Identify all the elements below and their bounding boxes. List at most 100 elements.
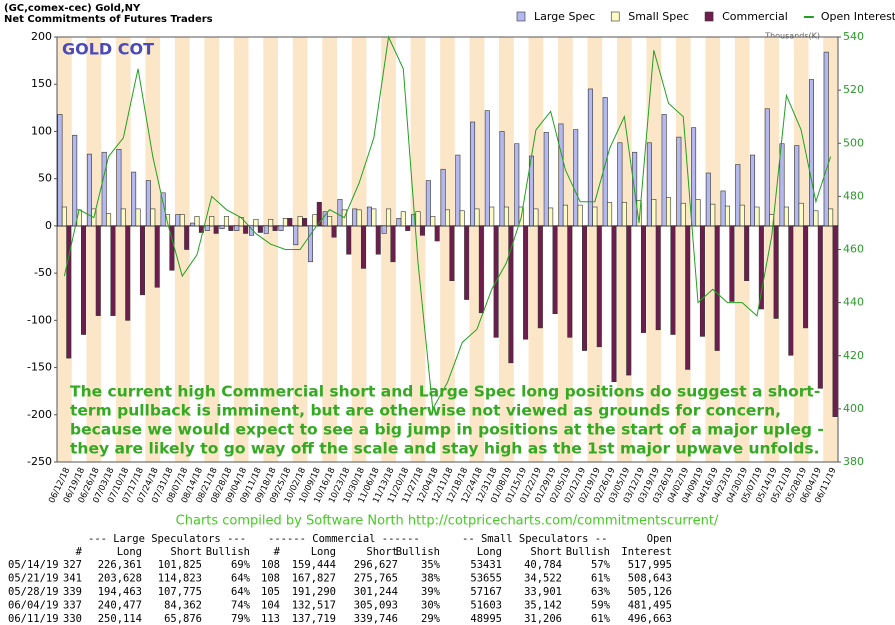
bar — [375, 225, 381, 255]
bar — [670, 225, 676, 335]
bar — [287, 218, 293, 227]
bar — [729, 225, 735, 302]
y2-tick-label: 380 — [843, 455, 864, 468]
bar — [282, 218, 288, 227]
table-cell: 108 — [261, 559, 280, 571]
table-cell: 339 — [63, 586, 82, 598]
table-cell: 06/04/19 — [8, 600, 59, 612]
bar — [636, 200, 642, 227]
bar — [360, 225, 367, 269]
bar — [661, 114, 667, 227]
bar — [548, 207, 554, 227]
stripe — [351, 37, 367, 462]
footer: Charts compiled by Software North http:/… — [176, 514, 719, 529]
stripe — [440, 37, 455, 462]
bar — [607, 201, 613, 227]
bar — [160, 192, 166, 227]
bar — [754, 206, 760, 227]
table-cell: 59% — [591, 600, 611, 612]
bar — [316, 201, 322, 227]
bar — [617, 142, 623, 227]
stripe — [263, 37, 279, 462]
table-cell: 105 — [261, 586, 280, 598]
y-tick-label: -250 — [27, 455, 52, 468]
y-tick-label: -150 — [27, 361, 52, 374]
bar — [676, 136, 682, 227]
bar — [116, 149, 122, 227]
stripe — [145, 37, 161, 462]
table-cell: 05/21/19 — [8, 573, 59, 585]
table-cell: 61% — [591, 573, 611, 585]
bar — [165, 214, 171, 227]
bar — [695, 199, 701, 227]
table-cell: 327 — [63, 559, 82, 571]
bar — [425, 180, 431, 227]
bar — [405, 225, 411, 231]
bar — [779, 143, 785, 227]
bar — [567, 225, 573, 338]
table-cell: 38% — [421, 573, 441, 585]
table-cell: 48995 — [470, 613, 502, 625]
bar — [685, 225, 691, 370]
bar — [312, 214, 318, 227]
table-header: Short — [530, 546, 562, 558]
table-cell: 29% — [421, 613, 441, 625]
table-cell: 337 — [63, 600, 82, 612]
legend-swatch — [610, 11, 620, 22]
bar — [666, 197, 672, 227]
bar — [533, 208, 539, 227]
bar — [190, 222, 196, 227]
y2-tick-label: 440 — [843, 296, 864, 309]
bar — [253, 218, 259, 227]
legend-label: Commercial — [722, 10, 788, 23]
bar — [788, 225, 794, 356]
bar — [381, 225, 387, 234]
bar — [523, 225, 529, 340]
bar — [268, 218, 274, 227]
bar — [145, 180, 151, 227]
bar — [390, 225, 396, 263]
bar — [101, 151, 107, 227]
y2-tick-label: 540 — [843, 30, 864, 43]
bar — [81, 225, 87, 335]
annotation: The current high Commercial short and La… — [70, 383, 820, 401]
y-tick-label: 100 — [31, 124, 52, 137]
legend-label: Small Spec — [628, 10, 689, 23]
bar — [228, 225, 234, 231]
bar — [125, 225, 131, 321]
line — [63, 35, 832, 411]
table-cell: 39% — [421, 586, 441, 598]
bar — [710, 203, 716, 227]
table-cell: 159,444 — [292, 559, 336, 571]
table-cell: 104 — [261, 600, 280, 612]
table-header: Bullish — [206, 546, 250, 558]
bar — [611, 225, 617, 383]
bar — [135, 208, 141, 227]
bar — [582, 225, 588, 351]
bar — [272, 225, 278, 231]
y-tick-label: 0 — [45, 219, 52, 232]
bar — [587, 88, 593, 227]
bar — [366, 206, 372, 227]
y-tick-label: -100 — [27, 313, 52, 326]
stripe — [322, 37, 337, 462]
bar — [110, 225, 116, 316]
annotation: they are likely to go way off the scale … — [70, 440, 820, 458]
bar — [415, 211, 421, 227]
table-cell: 305,093 — [354, 600, 398, 612]
bar — [209, 216, 215, 227]
bar — [691, 127, 697, 227]
bar — [735, 164, 741, 227]
chart-subtitle: Net Commitments of Futures Traders — [4, 14, 213, 25]
table-cell: 57167 — [470, 586, 502, 598]
bar — [484, 110, 490, 227]
table-cell: 64% — [231, 586, 251, 598]
bar — [640, 225, 646, 333]
bar — [470, 121, 476, 227]
bar — [744, 225, 750, 281]
bar — [297, 216, 303, 227]
y2-unit: Thousands(K) — [764, 32, 820, 41]
table-cell: 505,126 — [628, 586, 672, 598]
bar — [750, 154, 756, 227]
bar — [150, 208, 156, 227]
